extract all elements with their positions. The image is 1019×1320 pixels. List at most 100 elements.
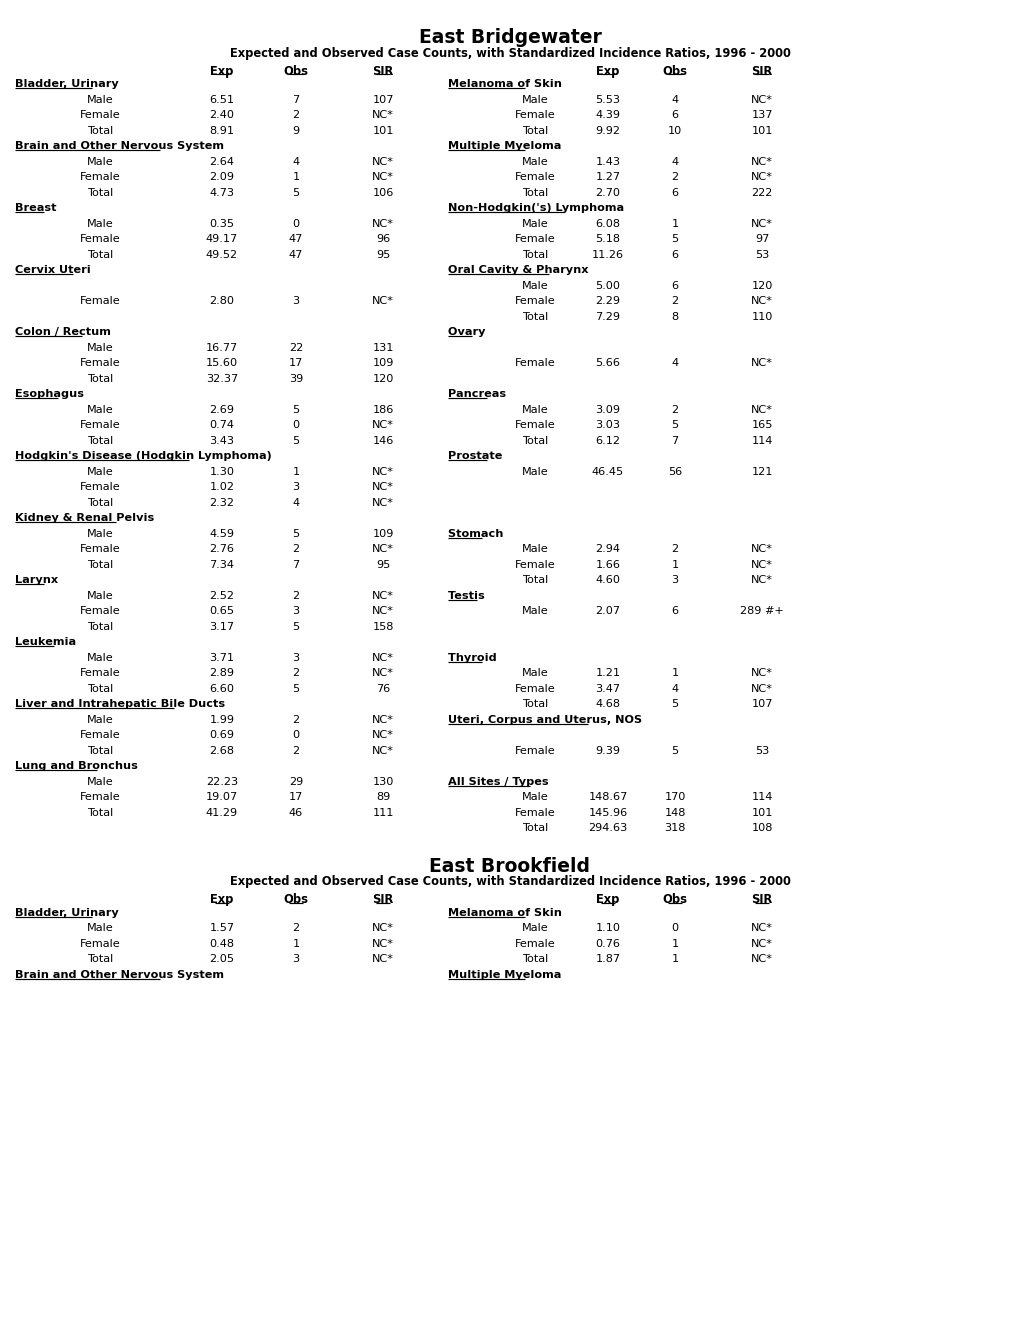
- Text: 2.05: 2.05: [209, 954, 234, 964]
- Text: Male: Male: [521, 281, 548, 290]
- Text: Female: Female: [79, 296, 120, 306]
- Text: 2.52: 2.52: [209, 590, 234, 601]
- Text: Cervix Uteri: Cervix Uteri: [15, 265, 95, 275]
- Text: 29: 29: [288, 776, 303, 787]
- Text: 56: 56: [667, 466, 682, 477]
- Text: NC*: NC*: [372, 923, 393, 933]
- Text: 5: 5: [671, 746, 678, 755]
- Text: Female: Female: [515, 560, 554, 570]
- Text: NC*: NC*: [750, 544, 772, 554]
- Text: 39: 39: [288, 374, 303, 384]
- Text: Obs: Obs: [662, 65, 687, 78]
- Text: 32.37: 32.37: [206, 374, 237, 384]
- Text: 0: 0: [292, 420, 300, 430]
- Text: Male: Male: [87, 343, 113, 352]
- Text: 145.96: 145.96: [588, 808, 627, 817]
- Text: 47: 47: [288, 249, 303, 260]
- Text: 7: 7: [292, 95, 300, 104]
- Text: 2: 2: [292, 714, 300, 725]
- Text: NC*: NC*: [750, 560, 772, 570]
- Text: 1.30: 1.30: [209, 466, 234, 477]
- Text: NC*: NC*: [750, 296, 772, 306]
- Text: 0: 0: [292, 730, 300, 741]
- Text: NC*: NC*: [372, 110, 393, 120]
- Text: 19.07: 19.07: [206, 792, 237, 803]
- Text: 2.80: 2.80: [209, 296, 234, 306]
- Text: 148: 148: [663, 808, 685, 817]
- Text: Male: Male: [521, 544, 548, 554]
- Text: Testis: Testis: [447, 590, 488, 601]
- Text: 1: 1: [292, 939, 300, 949]
- Text: Total: Total: [522, 576, 547, 585]
- Text: 101: 101: [751, 125, 772, 136]
- Text: 22: 22: [288, 343, 303, 352]
- Text: 110: 110: [751, 312, 772, 322]
- Text: Male: Male: [87, 776, 113, 787]
- Text: 5: 5: [292, 405, 300, 414]
- Text: 222: 222: [751, 187, 772, 198]
- Text: Female: Female: [515, 808, 554, 817]
- Text: 2.32: 2.32: [209, 498, 234, 508]
- Text: 0: 0: [671, 923, 678, 933]
- Text: Female: Female: [79, 939, 120, 949]
- Text: Stomach: Stomach: [447, 528, 506, 539]
- Text: 17: 17: [288, 792, 303, 803]
- Text: 3.17: 3.17: [209, 622, 234, 631]
- Text: 4.60: 4.60: [595, 576, 620, 585]
- Text: 146: 146: [372, 436, 393, 446]
- Text: NC*: NC*: [372, 652, 393, 663]
- Text: 4: 4: [671, 684, 678, 693]
- Text: 5: 5: [292, 622, 300, 631]
- Text: Male: Male: [87, 923, 113, 933]
- Text: Total: Total: [87, 436, 113, 446]
- Text: NC*: NC*: [372, 420, 393, 430]
- Text: 130: 130: [372, 776, 393, 787]
- Text: 2: 2: [671, 172, 678, 182]
- Text: 1.10: 1.10: [595, 923, 620, 933]
- Text: Female: Female: [79, 730, 120, 741]
- Text: Total: Total: [522, 954, 547, 964]
- Text: 0.76: 0.76: [595, 939, 620, 949]
- Text: 2.70: 2.70: [595, 187, 620, 198]
- Text: 96: 96: [376, 234, 389, 244]
- Text: 5.66: 5.66: [595, 358, 620, 368]
- Text: NC*: NC*: [372, 482, 393, 492]
- Text: Female: Female: [515, 234, 554, 244]
- Text: Female: Female: [515, 296, 554, 306]
- Text: 5: 5: [292, 528, 300, 539]
- Text: 1.27: 1.27: [595, 172, 620, 182]
- Text: NC*: NC*: [750, 95, 772, 104]
- Text: 41.29: 41.29: [206, 808, 237, 817]
- Text: SIR: SIR: [372, 65, 393, 78]
- Text: 158: 158: [372, 622, 393, 631]
- Text: 3: 3: [292, 652, 300, 663]
- Text: 97: 97: [754, 234, 768, 244]
- Text: NC*: NC*: [372, 498, 393, 508]
- Text: NC*: NC*: [372, 296, 393, 306]
- Text: 3.47: 3.47: [595, 684, 620, 693]
- Text: 2: 2: [671, 296, 678, 306]
- Text: Melanoma of Skin: Melanoma of Skin: [447, 908, 566, 917]
- Text: 109: 109: [372, 358, 393, 368]
- Text: 1: 1: [671, 560, 678, 570]
- Text: 76: 76: [376, 684, 389, 693]
- Text: Brain and Other Nervous System: Brain and Other Nervous System: [15, 970, 227, 979]
- Text: 4.39: 4.39: [595, 110, 620, 120]
- Text: NC*: NC*: [750, 576, 772, 585]
- Text: Female: Female: [515, 420, 554, 430]
- Text: 5: 5: [671, 234, 678, 244]
- Text: Total: Total: [87, 125, 113, 136]
- Text: Male: Male: [521, 405, 548, 414]
- Text: Total: Total: [87, 249, 113, 260]
- Text: 1.99: 1.99: [209, 714, 234, 725]
- Text: 3.43: 3.43: [209, 436, 234, 446]
- Text: 6: 6: [671, 281, 678, 290]
- Text: SIR: SIR: [372, 894, 393, 907]
- Text: 318: 318: [663, 824, 685, 833]
- Text: 1.87: 1.87: [595, 954, 620, 964]
- Text: Male: Male: [521, 95, 548, 104]
- Text: NC*: NC*: [750, 358, 772, 368]
- Text: Female: Female: [515, 939, 554, 949]
- Text: 294.63: 294.63: [588, 824, 627, 833]
- Text: 2.29: 2.29: [595, 296, 620, 306]
